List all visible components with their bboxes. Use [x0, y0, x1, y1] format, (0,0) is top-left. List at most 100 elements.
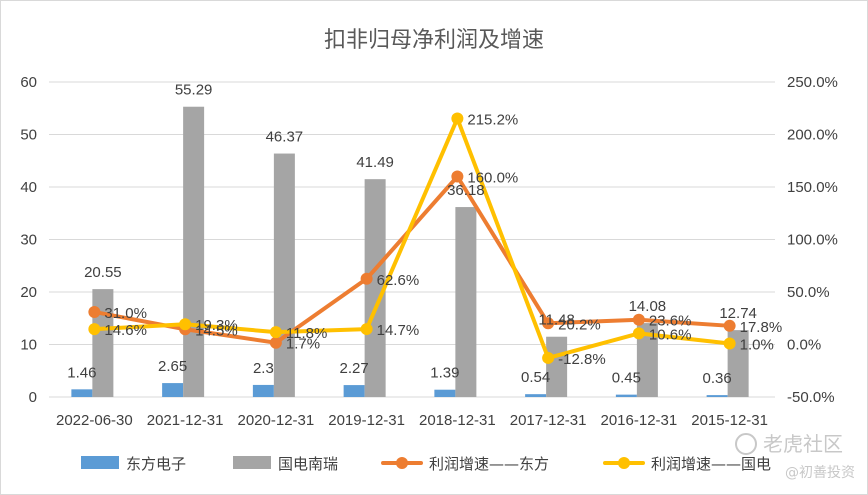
- bar-label-dongfang: 0.54: [521, 369, 550, 386]
- watermark-sub: @初善投资: [785, 464, 855, 481]
- line-label-dongfang: 20.2%: [558, 316, 601, 333]
- point-guodian: [360, 323, 373, 336]
- left-tick-label: 0: [29, 389, 37, 406]
- tiger-logo-icon: [735, 433, 757, 455]
- watermark-brand: 老虎社区: [763, 432, 843, 456]
- x-tick-label: 2018-12-31: [419, 412, 496, 429]
- point-dongfang: [542, 317, 555, 330]
- point-guodian: [723, 337, 736, 350]
- bar-guodian: [636, 323, 658, 397]
- point-guodian: [451, 112, 464, 125]
- line-label-guodian: 1.0%: [740, 336, 774, 353]
- point-guodian: [88, 323, 101, 336]
- bar-label-guodian: 12.74: [719, 305, 757, 322]
- right-tick-label: 0.0%: [787, 337, 821, 354]
- left-tick-label: 30: [20, 232, 37, 249]
- legend-label-profit-guodian: 利润增速——国电: [651, 455, 771, 473]
- legend-label-profit-dongfang: 利润增速——东方: [429, 455, 549, 473]
- legend: 东方电子 国电南瑞 利润增速——东方 利润增速——国电: [81, 455, 771, 473]
- bar-guodian: [546, 336, 568, 397]
- left-tick-label: 20: [20, 284, 37, 301]
- right-tick-label: 150.0%: [787, 179, 838, 196]
- chart-title: 扣非归母净利润及增速: [324, 28, 544, 53]
- x-tick-label: 2022-06-30: [56, 412, 133, 429]
- point-guodian: [542, 351, 555, 364]
- legend-marker-dongfang: [396, 457, 408, 469]
- bar-dongfang: [71, 389, 93, 397]
- x-tick-label: 2016-12-31: [601, 412, 678, 429]
- x-tick-label: 2021-12-31: [147, 412, 224, 429]
- left-tick-label: 10: [20, 337, 37, 354]
- bars: [71, 106, 749, 397]
- x-tick-label: 2015-12-31: [691, 412, 768, 429]
- line-label-dongfang: 62.6%: [377, 272, 420, 289]
- bar-guodian: [364, 179, 386, 397]
- left-tick-label: 50: [20, 127, 37, 144]
- legend-marker-guodian: [618, 457, 630, 469]
- line-label-dongfang: 31.0%: [104, 305, 147, 322]
- x-tick-label: 2020-12-31: [238, 412, 315, 429]
- gridlines: [49, 81, 775, 398]
- bar-dongfang: [434, 389, 456, 397]
- bar-label-guodian: 36.18: [447, 182, 485, 199]
- line-label-dongfang: 23.6%: [649, 313, 692, 330]
- legend-swatch-dongfang: [81, 456, 119, 469]
- point-dongfang: [269, 336, 282, 349]
- line-label-guodian: -12.8%: [558, 351, 606, 368]
- line-label-guodian: 14.6%: [104, 322, 147, 339]
- line-label-guodian: 11.8%: [286, 325, 327, 342]
- bar-label-dongfang: 1.46: [67, 364, 96, 381]
- bar-label-guodian: 55.29: [175, 82, 213, 99]
- bar-label-dongfang: 1.39: [430, 365, 459, 382]
- lines: [88, 112, 736, 364]
- bar-dongfang: [706, 395, 728, 397]
- right-axis-ticks: -50.0% 0.0% 50.0% 100.0% 150.0% 200.0% 250.0%: [787, 74, 838, 406]
- watermark: 老虎社区 @初善投资: [735, 432, 855, 481]
- bar-dongfang: [525, 394, 547, 397]
- left-tick-label: 60: [20, 74, 37, 91]
- bar-label-guodian: 14.08: [629, 298, 667, 315]
- bar-label-dongfang: 2.27: [340, 360, 369, 377]
- bar-label-guodian: 20.55: [84, 264, 122, 281]
- legend-swatch-guodian: [233, 456, 271, 469]
- point-dongfang: [451, 170, 464, 183]
- right-tick-label: 50.0%: [787, 284, 830, 301]
- line-label-guodian: 215.2%: [467, 112, 518, 129]
- line-label-dongfang: 14.5%: [195, 322, 238, 339]
- bar-guodian: [273, 153, 295, 397]
- line-label-dongfang: 1.7%: [286, 336, 320, 353]
- bar-label-guodian: 11.48: [538, 312, 574, 329]
- point-guodian: [632, 327, 645, 340]
- point-dongfang: [632, 313, 645, 326]
- left-tick-label: 40: [20, 179, 37, 196]
- legend-label-dongfang: 东方电子: [126, 455, 186, 473]
- right-tick-label: 200.0%: [787, 127, 838, 144]
- bar-label-dongfang: 2.65: [158, 358, 187, 375]
- bar-label-guodian: 46.37: [266, 129, 304, 146]
- left-axis-ticks: 0 10 20 30 40 50 60: [20, 74, 37, 406]
- line-label-dongfang: 17.8%: [740, 319, 783, 336]
- point-dongfang: [88, 305, 101, 318]
- bar-label-guodian: 41.49: [356, 154, 394, 171]
- right-tick-label: 250.0%: [787, 74, 838, 91]
- bar-guodian: [183, 106, 205, 397]
- bar-dongfang: [615, 394, 637, 397]
- bar-label-dongfang: 2.3: [253, 360, 274, 377]
- line-label-guodian: 19.3%: [195, 317, 238, 334]
- right-tick-label: 100.0%: [787, 232, 838, 249]
- legend-label-guodian: 国电南瑞: [278, 455, 338, 473]
- data-labels: 1.46 20.55 2.65 55.29 2.3 46.37 2.27 41.49 1.39 3…: [67, 82, 782, 387]
- line-guodian: [92, 116, 732, 360]
- bar-dongfang: [252, 384, 274, 397]
- x-axis-ticks: 2022-06-30 2021-12-31 2020-12-31 2019-12-31…: [56, 412, 768, 429]
- point-guodian: [179, 318, 192, 331]
- x-tick-label: 2019-12-31: [328, 412, 405, 429]
- point-dongfang: [360, 272, 373, 285]
- line-label-dongfang: 160.0%: [467, 170, 518, 187]
- x-tick-label: 2017-12-31: [510, 412, 587, 429]
- line-label-guodian: 10.6%: [649, 326, 692, 343]
- bar-label-dongfang: 0.36: [703, 370, 732, 387]
- bar-dongfang: [343, 385, 365, 397]
